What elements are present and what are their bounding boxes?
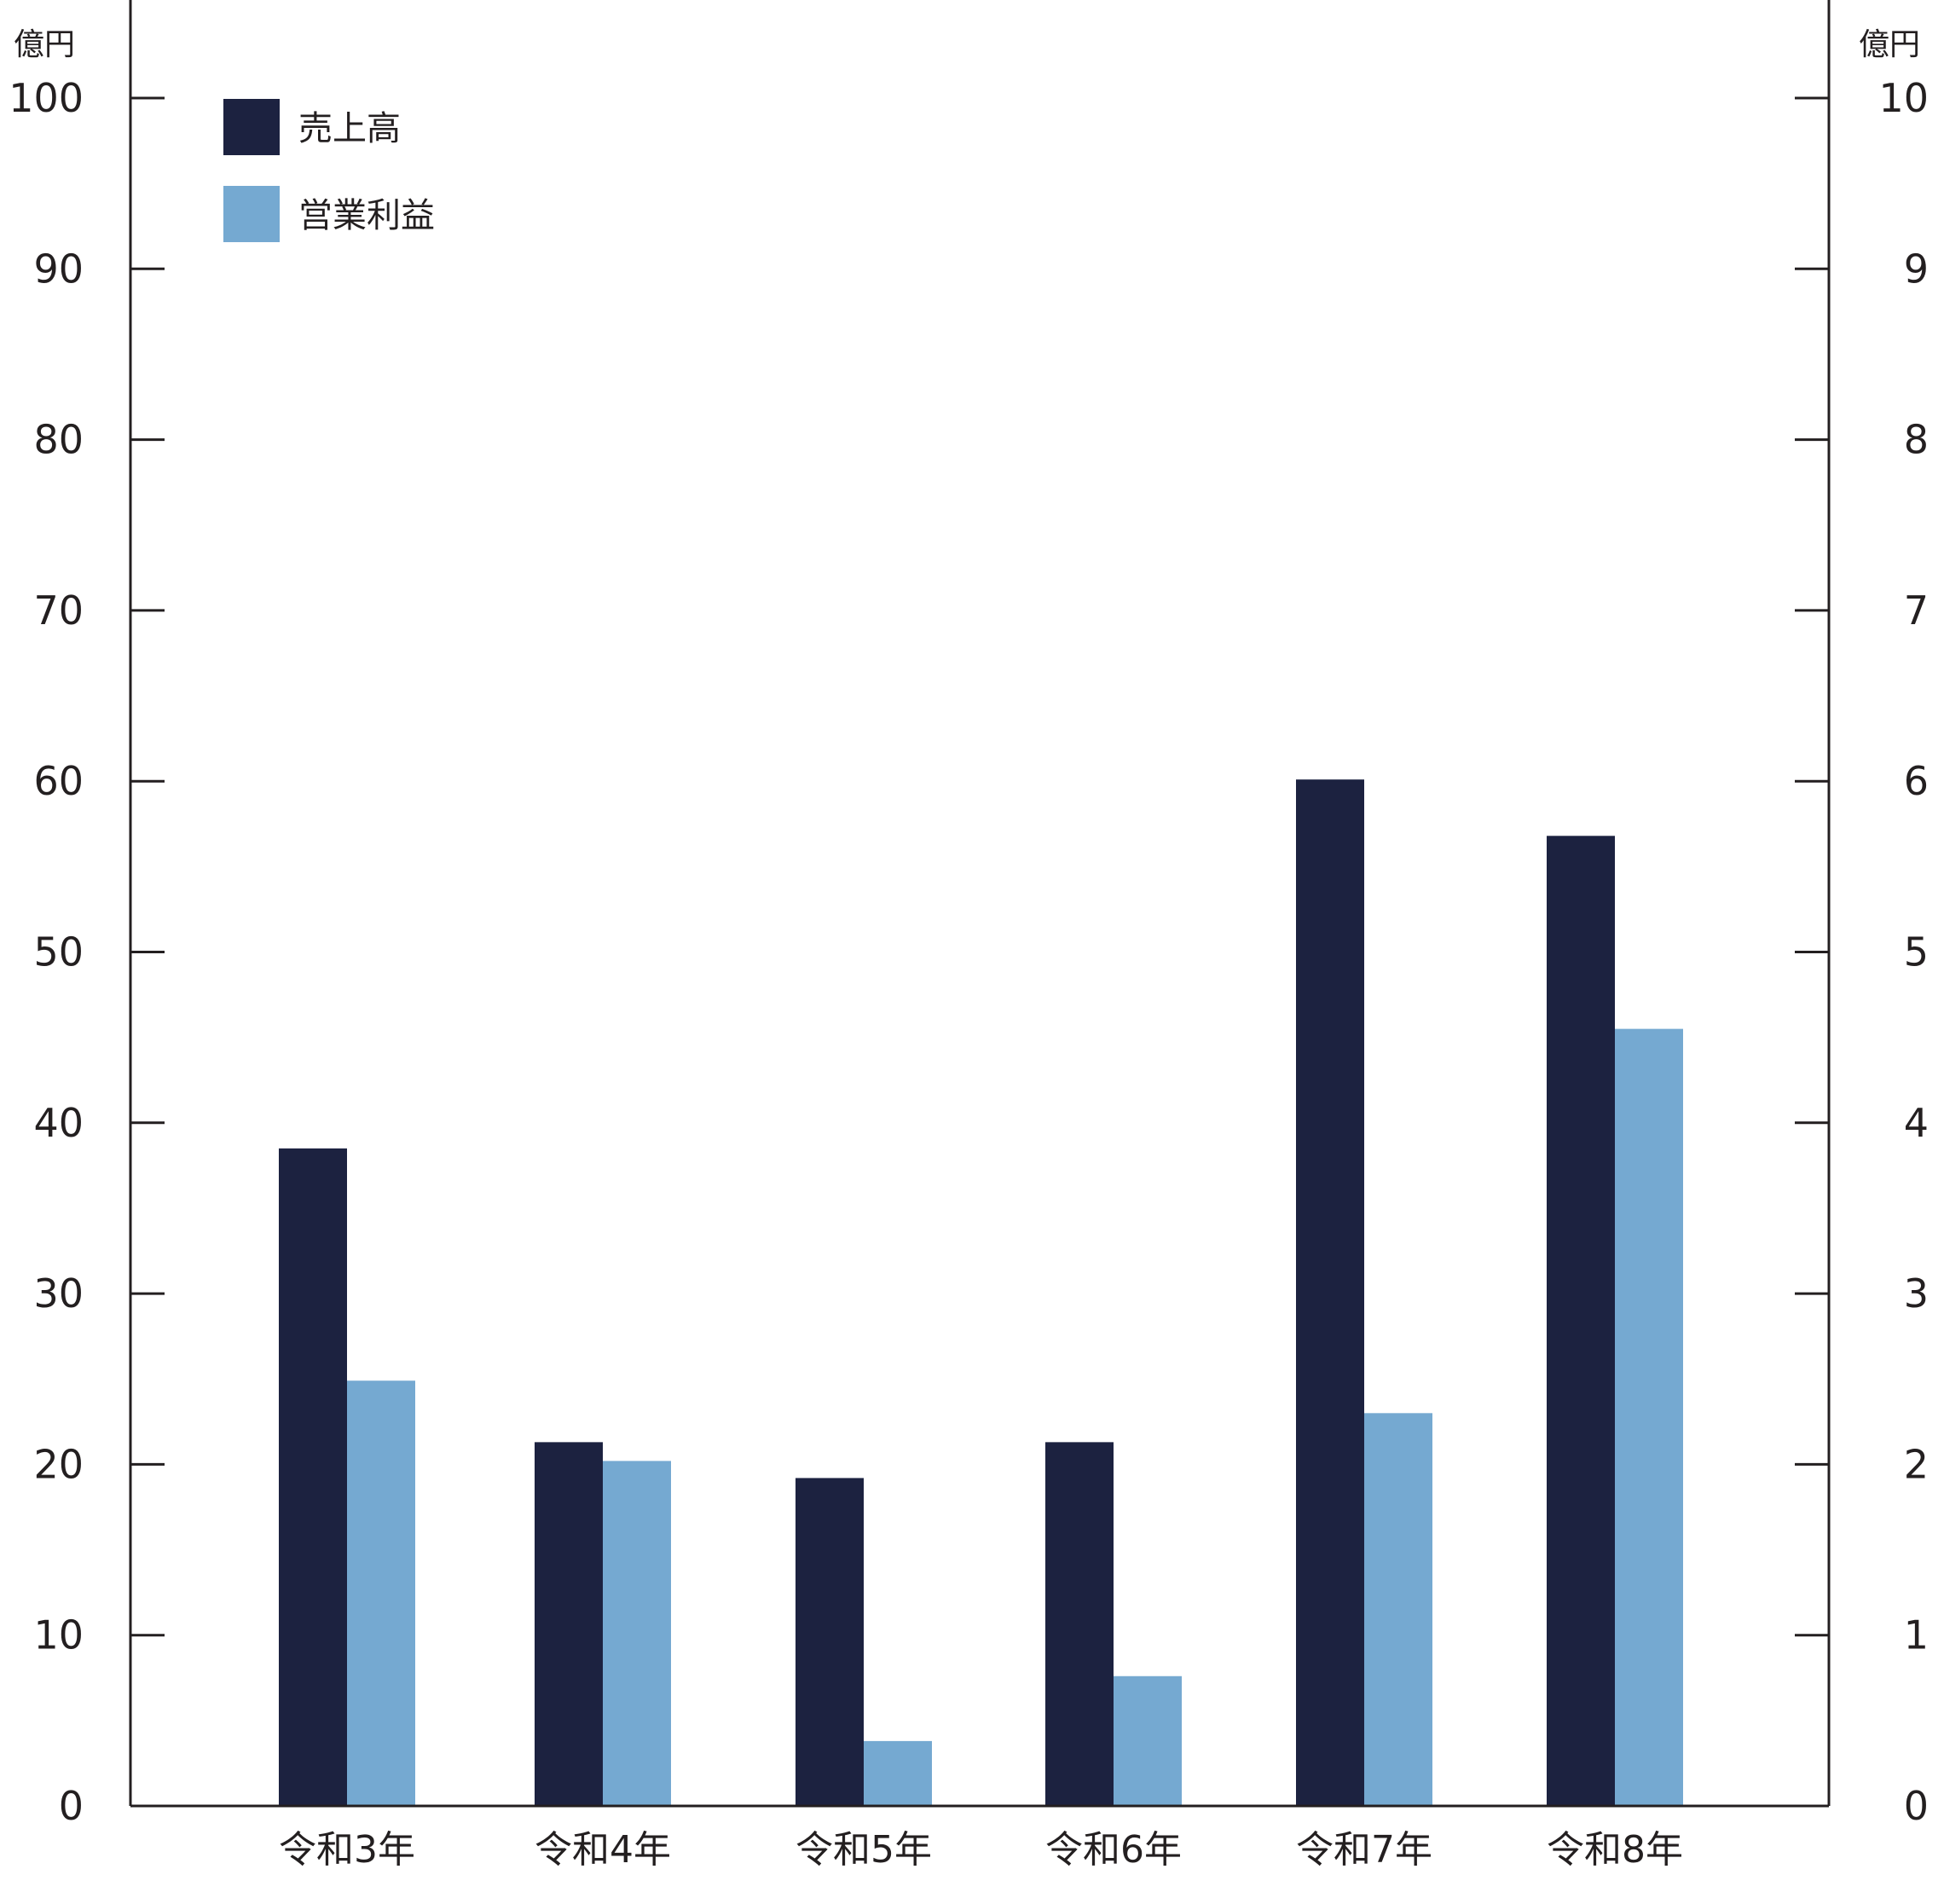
bar-sales [1045,1442,1114,1806]
right-tick-label: 9 [1904,246,1929,292]
left-tick-label: 0 [59,1783,84,1829]
right-tick-label: 7 [1904,587,1929,634]
bar-sales [535,1442,603,1806]
left-tick-label: 80 [33,417,84,463]
right-tick-label: 10 [1878,75,1929,121]
right-tick-label: 4 [1904,1100,1929,1146]
category-label: 令和5年 [796,1828,932,1872]
bar-operating-profit [864,1740,932,1806]
bar-sales [279,1148,347,1806]
right-tick-label: 8 [1904,417,1929,463]
left-tick-label: 20 [33,1441,84,1487]
left-tick-label: 30 [33,1270,84,1317]
right-tick-label: 1 [1904,1612,1929,1658]
left-tick-label: 70 [33,587,84,634]
bar-sales [796,1478,864,1806]
category-label: 令和4年 [535,1828,671,1872]
left-tick-label: 50 [33,929,84,975]
bar-operating-profit [1114,1675,1182,1806]
category-label: 令和3年 [279,1828,415,1872]
right-tick-label: 0 [1904,1783,1929,1829]
category-label: 令和7年 [1296,1828,1432,1872]
bar-operating-profit [1615,1028,1683,1806]
left-tick-label: 100 [9,75,84,121]
category-label: 令和6年 [1045,1828,1182,1872]
left-tick-label: 10 [33,1612,84,1658]
legend-swatch-operating-profit [223,186,280,242]
category-label: 令和8年 [1547,1828,1683,1872]
right-ticks-group: 0 1 2 3 4 5 6 7 8 9 10 [1795,75,1929,1829]
bar-operating-profit [603,1461,671,1806]
left-tick-label: 60 [33,758,84,804]
right-tick-label: 3 [1904,1270,1929,1317]
left-axis-unit: 億円 [14,27,75,62]
bar-operating-profit [1364,1413,1432,1806]
left-tick-label: 90 [33,246,84,292]
legend-label-operating-profit: 営業利益 [298,196,435,235]
bar-sales [1296,779,1364,1806]
bars-group [279,779,1683,1806]
legend: 売上高 営業利益 [223,99,435,242]
legend-label-sales: 売上高 [298,109,401,148]
right-axis-unit: 億円 [1859,27,1920,62]
axes-group [129,0,1831,1808]
bar-sales [1547,836,1615,1806]
right-tick-label: 6 [1904,758,1929,804]
bar-operating-profit [347,1380,415,1806]
left-tick-label: 40 [33,1100,84,1146]
left-ticks-group: 0 10 20 30 40 50 60 70 80 90 100 [9,75,165,1829]
right-tick-label: 2 [1904,1441,1929,1487]
right-tick-label: 5 [1904,929,1929,975]
legend-swatch-sales [223,99,280,155]
category-labels-group: 令和3年 令和4年 令和5年 令和6年 令和7年 令和8年 [279,1828,1683,1872]
